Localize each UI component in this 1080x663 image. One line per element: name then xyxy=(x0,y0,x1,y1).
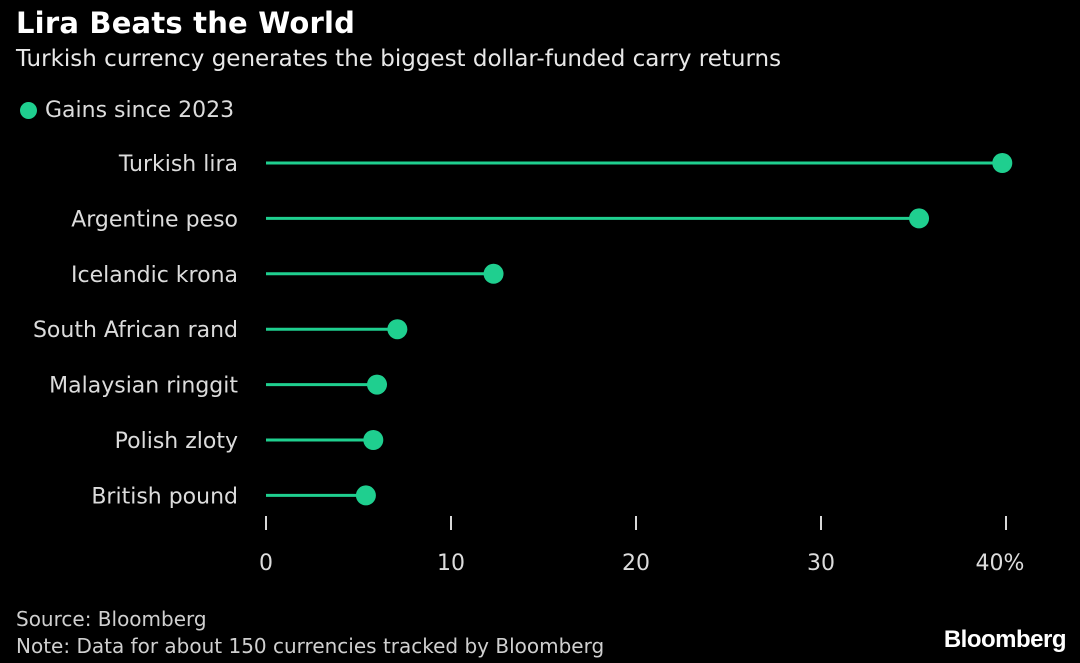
data-note: Note: Data for about 150 currencies trac… xyxy=(16,634,605,658)
category-label: Argentine peso xyxy=(71,207,238,232)
lollipop-point xyxy=(387,319,408,340)
category-label: Icelandic krona xyxy=(71,263,238,288)
category-label: Polish zloty xyxy=(115,429,238,454)
category-label: South African rand xyxy=(33,318,238,343)
category-label: Malaysian ringgit xyxy=(49,374,238,399)
x-tick-label: 30 xyxy=(807,551,835,576)
lollipop-point xyxy=(909,208,930,229)
lollipop-point xyxy=(363,430,384,450)
x-tick-label: 0 xyxy=(259,551,273,576)
x-tick-label: 10 xyxy=(437,551,465,576)
lollipop-point xyxy=(992,153,1013,173)
category-label: British pound xyxy=(91,484,238,509)
lollipop-point xyxy=(367,374,387,395)
legend-label: Gains since 2023 xyxy=(45,98,235,123)
lollipop-point xyxy=(483,263,504,284)
chart-footer: Source: Bloomberg Note: Data for about 1… xyxy=(16,606,604,660)
x-tick-label: 40% xyxy=(976,551,1025,576)
lollipop-chart: Turkish lira Argentine peso Icelandic kron… xyxy=(33,152,1025,576)
source-note: Source: Bloomberg xyxy=(16,607,207,631)
legend-marker xyxy=(20,102,37,119)
chart-title: Lira Beats the World xyxy=(16,6,356,40)
chart-legend: Gains since 2023 xyxy=(20,98,234,123)
chart-subtitle: Turkish currency generates the biggest d… xyxy=(16,46,782,72)
category-label: Turkish lira xyxy=(118,152,238,177)
lollipop-point xyxy=(355,485,376,506)
bloomberg-logo: Bloomberg xyxy=(943,626,1067,653)
x-tick-label: 20 xyxy=(622,551,650,576)
